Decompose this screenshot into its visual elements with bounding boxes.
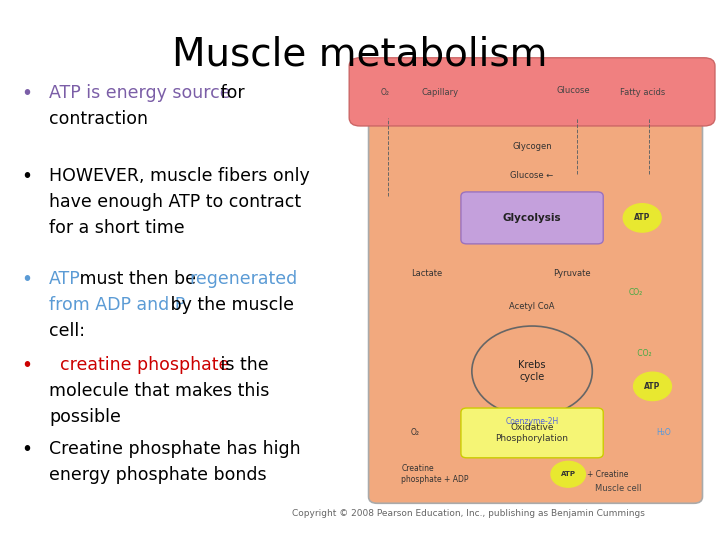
Text: Creatine phosphate has high: Creatine phosphate has high bbox=[49, 440, 300, 458]
Text: regenerated: regenerated bbox=[190, 270, 298, 288]
Text: Lactate: Lactate bbox=[412, 269, 443, 278]
Text: Capillary: Capillary bbox=[422, 88, 459, 97]
Text: Acetyl CoA: Acetyl CoA bbox=[509, 302, 555, 310]
Text: Glycogen: Glycogen bbox=[512, 141, 552, 151]
Text: O₂: O₂ bbox=[381, 88, 390, 97]
Text: for: for bbox=[215, 84, 244, 102]
Text: Krebs
cycle: Krebs cycle bbox=[518, 360, 546, 382]
Text: Glucose ←: Glucose ← bbox=[510, 171, 554, 180]
Text: creatine phosphate: creatine phosphate bbox=[49, 356, 230, 374]
Text: energy phosphate bonds: energy phosphate bonds bbox=[49, 466, 266, 484]
Text: CO₂: CO₂ bbox=[629, 288, 643, 297]
Text: Creatine
phosphate + ADP: Creatine phosphate + ADP bbox=[401, 464, 469, 484]
Text: Copyright © 2008 Pearson Education, Inc., publishing as Benjamin Cummings: Copyright © 2008 Pearson Education, Inc.… bbox=[292, 509, 644, 518]
Text: Glycolysis: Glycolysis bbox=[503, 213, 562, 223]
Text: •: • bbox=[22, 270, 32, 289]
Text: •: • bbox=[22, 440, 32, 459]
Text: Muscle metabolism: Muscle metabolism bbox=[172, 35, 548, 73]
Text: •: • bbox=[22, 84, 32, 103]
Text: Glucose: Glucose bbox=[557, 86, 590, 95]
Text: + Creatine: + Creatine bbox=[587, 470, 629, 479]
Text: have enough ATP to contract: have enough ATP to contract bbox=[49, 193, 301, 211]
Text: for a short time: for a short time bbox=[49, 219, 184, 237]
Text: ATP: ATP bbox=[561, 471, 576, 477]
Text: molecule that makes this: molecule that makes this bbox=[49, 382, 269, 400]
Text: Muscle cell: Muscle cell bbox=[595, 484, 642, 492]
Text: must then be: must then be bbox=[74, 270, 202, 288]
Text: Coenzyme-2H: Coenzyme-2H bbox=[505, 416, 559, 426]
Text: is the: is the bbox=[215, 356, 268, 374]
Text: ATP: ATP bbox=[634, 213, 650, 222]
Text: Oxidative
Phosphorylation: Oxidative Phosphorylation bbox=[495, 423, 569, 443]
Text: possible: possible bbox=[49, 408, 121, 426]
Text: ATP: ATP bbox=[49, 270, 81, 288]
Text: contraction: contraction bbox=[49, 110, 148, 127]
Text: ATP is energy source: ATP is energy source bbox=[49, 84, 230, 102]
Text: cell:: cell: bbox=[49, 322, 85, 340]
Text: H₂O: H₂O bbox=[656, 428, 671, 437]
Text: CO₂: CO₂ bbox=[635, 349, 652, 359]
Text: Fatty acids: Fatty acids bbox=[620, 88, 665, 97]
Text: O₂: O₂ bbox=[410, 428, 420, 437]
Text: Pyruvate: Pyruvate bbox=[553, 269, 590, 278]
Text: •: • bbox=[22, 167, 32, 186]
Text: from ADP and P: from ADP and P bbox=[49, 296, 185, 314]
Text: ATP: ATP bbox=[644, 382, 661, 391]
Text: •: • bbox=[22, 356, 32, 375]
Text: by the muscle: by the muscle bbox=[165, 296, 294, 314]
Text: HOWEVER, muscle fibers only: HOWEVER, muscle fibers only bbox=[49, 167, 310, 185]
